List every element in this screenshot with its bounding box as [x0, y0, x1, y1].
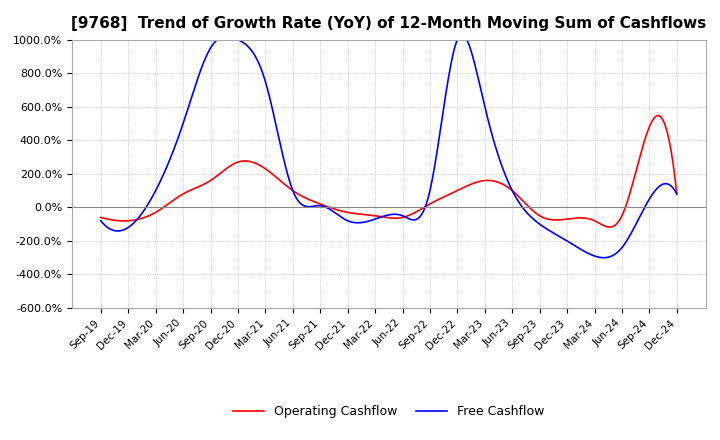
Operating Cashflow — [672, 191, 681, 197]
Free Cashflow — [374, 216, 382, 221]
Free Cashflow — [96, 218, 105, 224]
Operating Cashflow — [374, 213, 382, 219]
Operating Cashflow — [654, 113, 662, 118]
Operating Cashflow — [370, 213, 379, 218]
Free Cashflow — [600, 255, 608, 260]
Free Cashflow — [661, 181, 670, 186]
Operating Cashflow — [569, 216, 577, 221]
Line: Free Cashflow: Free Cashflow — [101, 35, 677, 258]
Line: Operating Cashflow: Operating Cashflow — [101, 116, 677, 227]
Free Cashflow — [439, 106, 448, 111]
Operating Cashflow — [408, 211, 417, 216]
Free Cashflow — [370, 216, 379, 222]
Operating Cashflow — [606, 224, 614, 230]
Operating Cashflow — [96, 215, 105, 220]
Operating Cashflow — [661, 123, 670, 128]
Free Cashflow — [570, 242, 578, 248]
Free Cashflow — [408, 217, 417, 223]
Legend: Operating Cashflow, Free Cashflow: Operating Cashflow, Free Cashflow — [228, 400, 550, 423]
Operating Cashflow — [439, 194, 448, 200]
Free Cashflow — [672, 191, 681, 197]
Free Cashflow — [458, 32, 467, 37]
Title: [9768]  Trend of Growth Rate (YoY) of 12-Month Moving Sum of Cashflows: [9768] Trend of Growth Rate (YoY) of 12-… — [71, 16, 706, 32]
